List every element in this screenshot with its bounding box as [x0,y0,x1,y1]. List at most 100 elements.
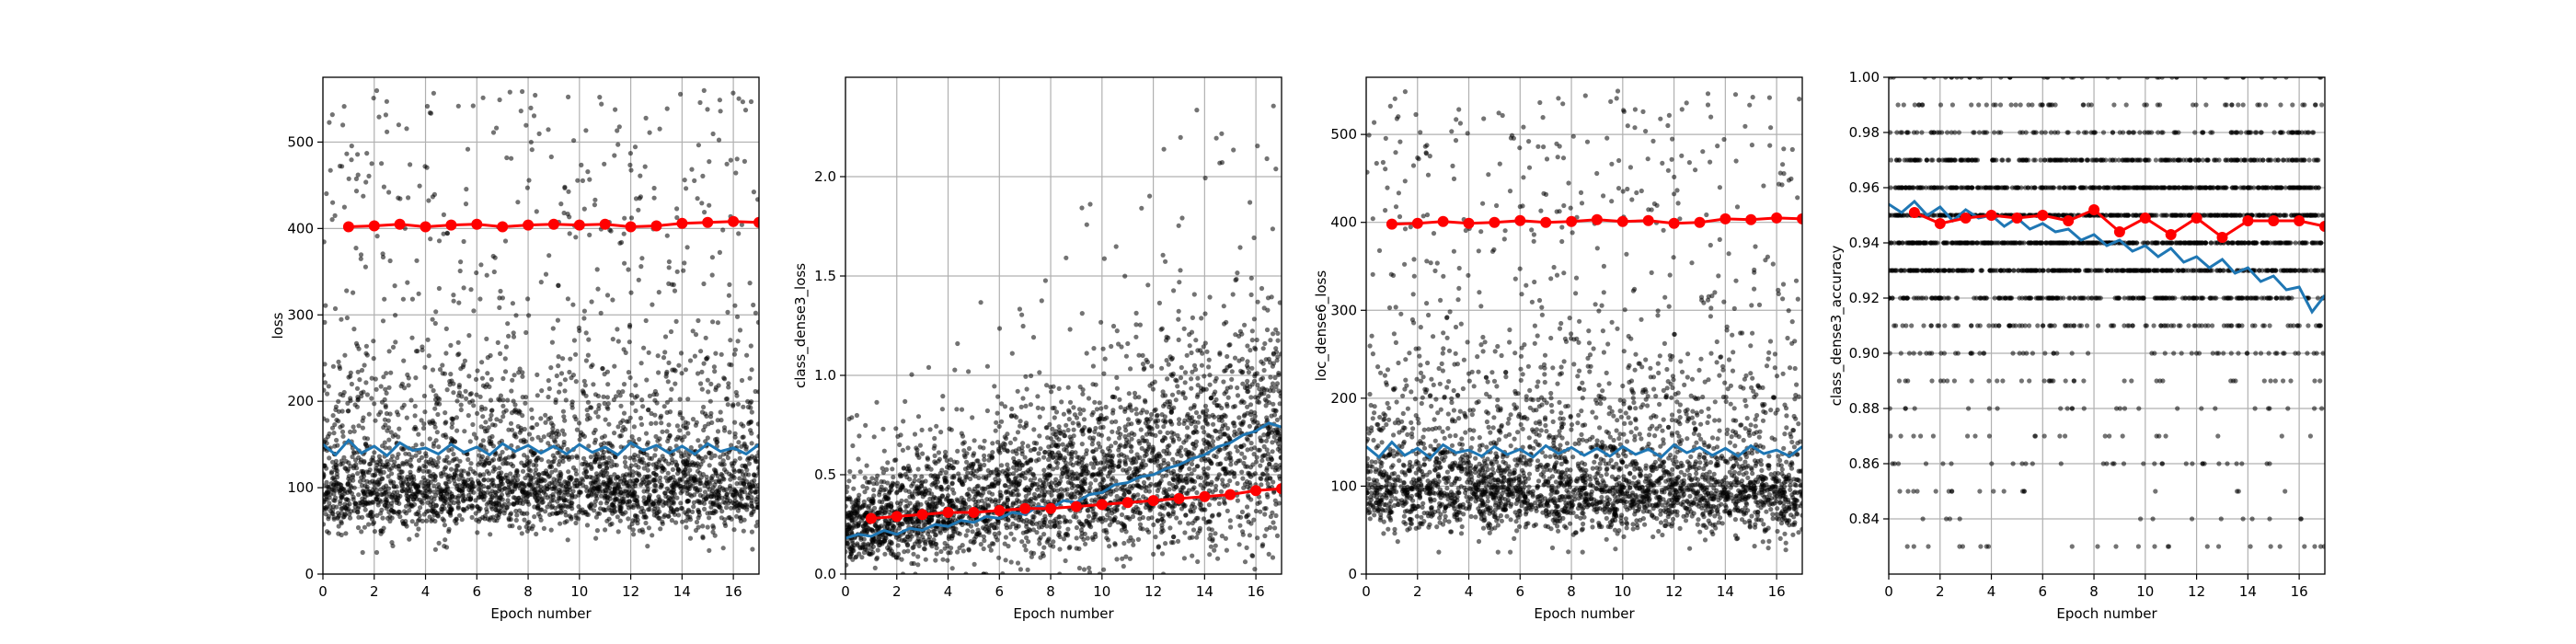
batch-point [660,454,665,459]
batch-point [470,103,476,109]
batch-point [523,122,529,128]
batch-point [1252,471,1258,477]
batch-point [625,500,630,505]
batch-point [604,293,611,298]
batch-point [531,113,537,119]
batch-point [711,525,717,531]
batch-point [405,280,410,285]
batch-point [409,454,415,460]
batch-point [393,339,398,345]
batch-point [374,386,379,392]
batch-point [356,492,362,498]
batch-point [627,339,632,345]
batch-point [547,473,553,478]
batch-point [623,510,628,515]
batch-point [353,462,359,467]
batch-point [442,495,448,501]
batch-point [574,515,580,521]
batch-point [748,343,753,349]
batch-point [982,457,987,463]
batch-point [630,493,636,499]
batch-point [1071,433,1076,439]
batch-point [1019,539,1025,545]
batch-point [457,458,463,464]
batch-point [362,362,367,368]
batch-point [339,429,346,434]
batch-point [643,500,650,507]
batch-point [409,335,415,340]
batch-point [1098,319,1104,325]
batch-point [383,112,388,118]
batch-point [492,422,498,428]
batch-point [372,450,377,455]
batch-point [1213,531,1218,536]
batch-point [421,421,427,427]
batch-point [623,464,628,469]
batch-point [441,518,447,523]
batch-point [422,409,428,415]
batch-point [525,296,531,302]
batch-point [739,496,744,501]
batch-point [728,505,734,511]
batch-point [1144,452,1149,457]
batch-point [725,309,730,315]
batch-point [473,376,479,382]
batch-point [467,439,473,444]
batch-point [494,483,500,489]
batch-point [697,492,703,499]
batch-point [598,442,604,447]
batch-point [422,164,428,169]
batch-point [731,527,737,533]
batch-point [1137,522,1144,527]
batch-point [615,529,621,535]
batch-point [672,367,677,373]
batch-point [1243,464,1248,469]
batch-point [549,459,555,465]
batch-point [398,480,404,486]
batch-point [417,466,422,471]
batch-point [490,477,496,483]
batch-point [513,508,519,514]
batch-point [1003,558,1008,563]
batch-point [589,405,594,410]
batch-point [630,518,636,523]
batch-point [709,474,716,479]
batch-point [715,439,720,444]
batch-point [531,462,536,467]
batch-point [576,504,581,510]
batch-point [372,401,377,407]
batch-point [915,562,921,568]
batch-point [1153,535,1158,540]
batch-point [626,267,631,272]
batch-point [670,456,675,463]
batch-point [1009,351,1015,356]
batch-point [747,281,753,286]
batch-point [331,465,337,470]
batch-point [384,371,389,376]
batch-point [448,466,454,472]
batch-point [587,416,592,421]
batch-point [576,510,582,515]
batch-point [420,468,426,474]
batch-point [337,363,342,369]
batch-point [432,424,438,430]
batch-point [342,512,348,518]
batch-point [520,370,525,375]
batch-point [561,431,567,437]
batch-point [995,440,1001,445]
batch-point [477,473,483,478]
batch-point [451,390,456,396]
batch-point [529,415,535,420]
batch-point [1255,500,1260,507]
batch-point [1074,524,1079,531]
batch-point [369,161,374,167]
batch-point [618,239,625,246]
batch-point [547,512,553,518]
batch-point [698,381,704,386]
batch-point [387,411,393,417]
batch-point [548,527,554,533]
batch-point [406,486,411,491]
batch-point [731,505,738,511]
batch-point [705,435,710,441]
batch-point [509,388,514,394]
